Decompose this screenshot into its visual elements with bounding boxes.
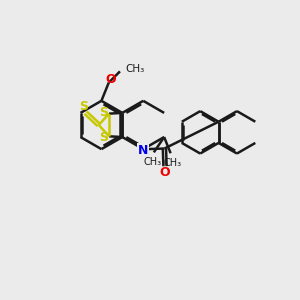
Text: O: O <box>160 166 170 178</box>
Text: CH₃: CH₃ <box>144 157 162 167</box>
Text: O: O <box>105 73 116 85</box>
Text: CH₃: CH₃ <box>125 64 145 74</box>
Text: CH₃: CH₃ <box>163 158 182 168</box>
Text: S: S <box>99 131 108 144</box>
Text: S: S <box>99 106 108 119</box>
Text: N: N <box>138 143 148 157</box>
Text: S: S <box>80 100 88 112</box>
